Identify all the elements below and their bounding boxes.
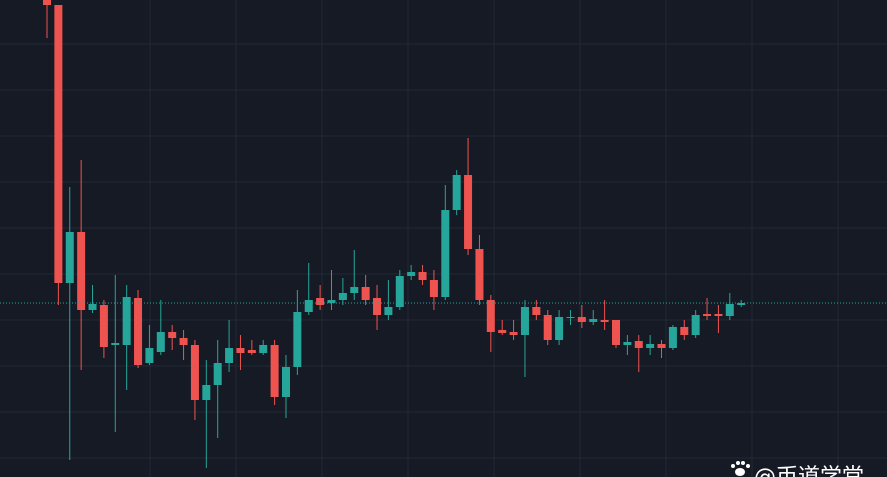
candle-body	[225, 348, 234, 363]
candle-body	[168, 332, 177, 338]
candle-body	[270, 345, 279, 397]
candle-body	[156, 332, 165, 352]
candle-body	[418, 272, 427, 280]
candle-body	[293, 312, 302, 367]
candle-body	[316, 298, 325, 305]
candle-body	[646, 344, 655, 348]
candle-body	[134, 298, 143, 365]
candle-body	[464, 175, 473, 249]
candle-body	[714, 314, 723, 316]
candle-body	[623, 342, 632, 345]
candle-body	[555, 317, 564, 340]
candle-body	[668, 327, 677, 348]
candle-body	[566, 317, 575, 318]
candle-body	[373, 298, 382, 315]
candle-body	[395, 276, 404, 307]
candle-body	[247, 350, 256, 353]
candle-body	[213, 363, 222, 385]
candle-body	[88, 304, 97, 310]
candle-body	[509, 332, 518, 335]
candle-body	[452, 175, 461, 210]
candle-body	[65, 232, 74, 283]
candle-body	[725, 304, 734, 316]
candle-body	[384, 307, 393, 315]
candle-body	[54, 5, 63, 283]
candle-body	[190, 345, 199, 400]
candle-body	[589, 319, 598, 322]
candle-body	[304, 300, 313, 312]
candle-body	[634, 341, 643, 348]
candle-body	[327, 300, 336, 303]
candle-body	[441, 210, 450, 297]
candle-body	[122, 297, 131, 345]
candle-body	[498, 330, 507, 333]
candle-body	[520, 307, 529, 335]
candle-body	[99, 305, 108, 347]
candle-body	[361, 287, 370, 300]
candle-body	[202, 385, 211, 400]
candle-body	[350, 287, 359, 293]
candle-body	[111, 343, 120, 345]
candle-body	[737, 303, 746, 305]
candle-body	[259, 345, 268, 353]
candle-body	[429, 280, 438, 297]
candle-body	[43, 0, 51, 5]
candle-body	[407, 272, 416, 276]
candle-body	[179, 338, 188, 345]
watermark-icon	[731, 461, 750, 476]
candle-body	[577, 317, 586, 322]
candle-body	[657, 344, 666, 348]
candle-body	[475, 249, 484, 300]
candle-body	[680, 327, 689, 335]
candle-body	[703, 314, 712, 316]
candle-body	[77, 232, 86, 310]
candle-body	[486, 300, 495, 332]
candle-body	[236, 348, 245, 353]
candle-body	[612, 320, 620, 345]
candle-body	[281, 367, 290, 397]
candle-body	[145, 348, 154, 363]
candle-body	[338, 293, 347, 300]
candle-body	[532, 307, 541, 315]
candle-body	[600, 320, 609, 322]
candle-body	[543, 315, 552, 340]
watermark: @币道学堂	[754, 465, 864, 477]
candle-body	[691, 315, 700, 335]
